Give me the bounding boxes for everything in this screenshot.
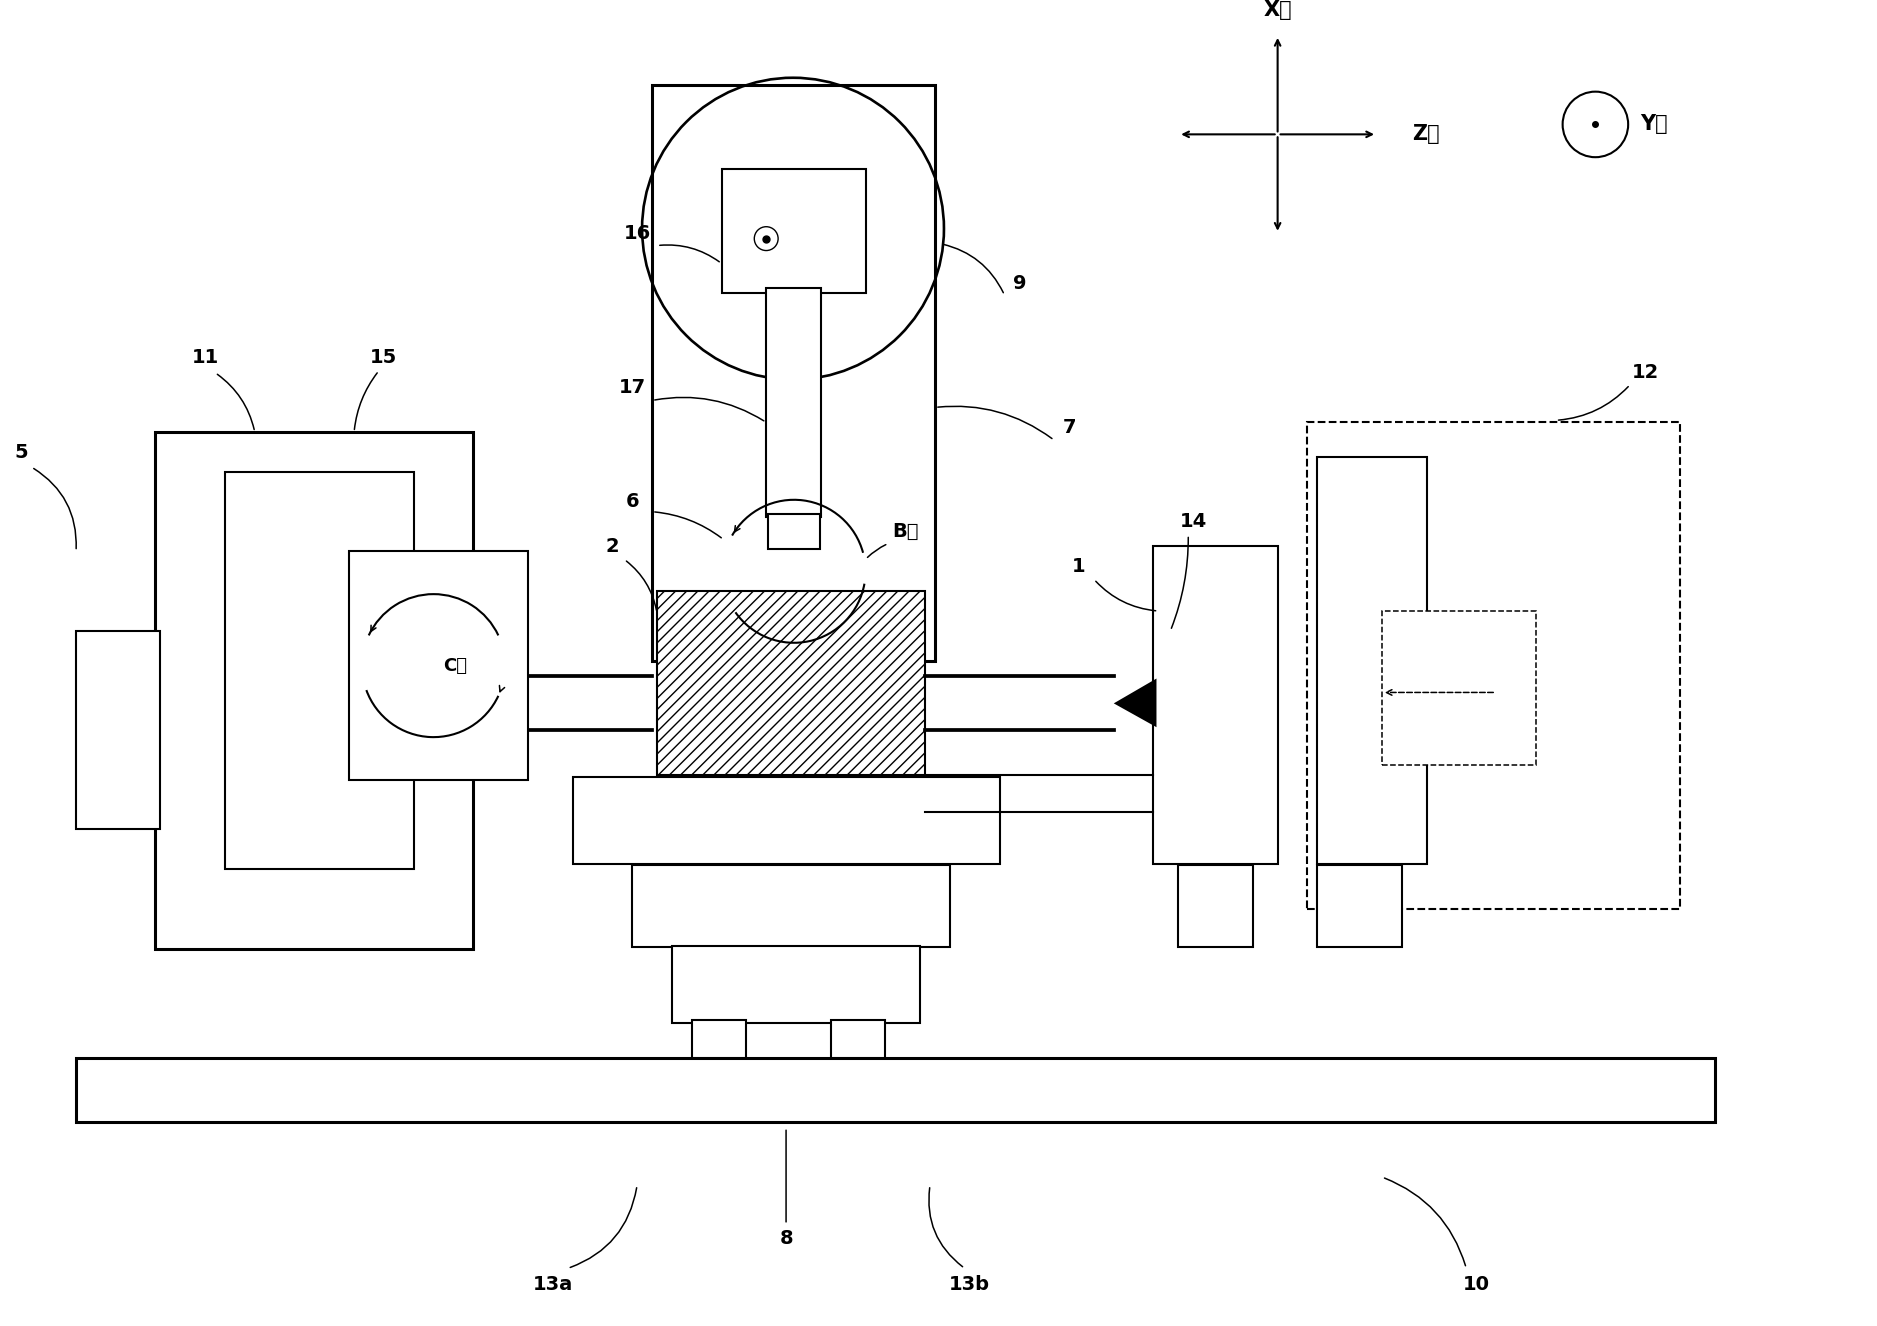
- Text: 11: 11: [191, 349, 220, 367]
- Text: 1: 1: [1072, 557, 1085, 575]
- Bar: [1154, 546, 1278, 865]
- Bar: [721, 170, 865, 293]
- Text: 9: 9: [1014, 273, 1027, 293]
- Bar: [651, 85, 935, 660]
- Text: 10: 10: [1462, 1274, 1490, 1294]
- Bar: [225, 472, 413, 870]
- Text: B轴: B轴: [892, 522, 918, 541]
- Bar: [1318, 457, 1427, 865]
- Text: Z轴: Z轴: [1412, 125, 1440, 145]
- Text: 14: 14: [1179, 512, 1207, 532]
- Bar: [1318, 866, 1402, 947]
- Bar: [832, 1020, 886, 1058]
- Bar: [1308, 423, 1680, 908]
- Text: 13a: 13a: [533, 1274, 572, 1294]
- Text: 16: 16: [623, 224, 651, 243]
- Bar: [349, 552, 527, 780]
- Bar: [1179, 866, 1252, 947]
- Bar: [77, 631, 160, 830]
- Bar: [633, 866, 950, 947]
- Polygon shape: [1113, 679, 1156, 727]
- Bar: [572, 777, 1000, 865]
- Text: 15: 15: [370, 349, 398, 367]
- Bar: [693, 1020, 747, 1058]
- Bar: [1381, 611, 1535, 765]
- Text: 13b: 13b: [950, 1274, 991, 1294]
- Bar: [77, 1058, 1714, 1122]
- Text: 8: 8: [779, 1229, 792, 1248]
- Text: 17: 17: [619, 378, 646, 396]
- Text: 12: 12: [1631, 363, 1659, 382]
- Text: 5: 5: [15, 443, 28, 461]
- Bar: [672, 945, 920, 1024]
- Bar: [766, 288, 820, 517]
- Text: 6: 6: [625, 492, 638, 512]
- Bar: [156, 432, 473, 948]
- Bar: [768, 513, 820, 549]
- Text: Y轴: Y轴: [1640, 114, 1667, 134]
- Text: X轴: X轴: [1263, 0, 1291, 20]
- Text: C轴: C轴: [443, 656, 467, 675]
- Text: 2: 2: [606, 537, 619, 556]
- Bar: [657, 591, 925, 774]
- Text: 7: 7: [1062, 418, 1076, 436]
